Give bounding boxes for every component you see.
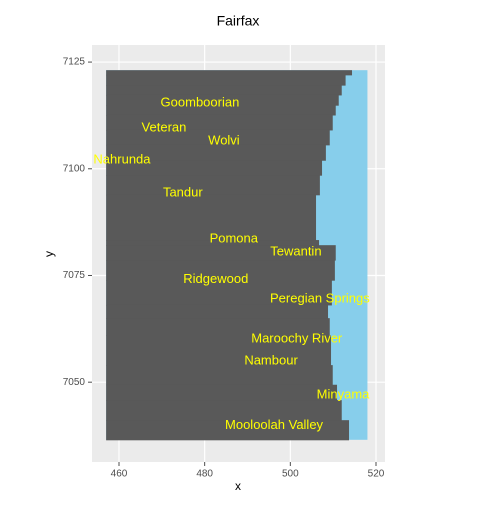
place-label: Pomona — [210, 231, 259, 246]
place-label: Veteran — [142, 120, 187, 135]
x-tick-label: 480 — [196, 469, 213, 480]
y-tick-label: 7050 — [63, 377, 86, 388]
land-strip — [106, 160, 323, 176]
chart-title: Fairfax — [217, 13, 260, 29]
land-strip — [106, 318, 330, 336]
land-strip — [106, 194, 317, 241]
land-strip — [106, 74, 346, 86]
land-strip — [106, 260, 335, 281]
land-strip — [106, 70, 353, 76]
land-strip — [106, 94, 339, 106]
place-label: Tandur — [163, 185, 203, 200]
place-label: Mooloolah Valley — [225, 417, 324, 432]
x-tick-label: 460 — [111, 469, 128, 480]
land-strip — [106, 245, 336, 261]
y-tick-label: 7125 — [63, 57, 86, 68]
land-strip — [106, 105, 336, 116]
place-label: Minyama — [317, 386, 371, 401]
land-strip — [106, 114, 333, 131]
x-axis-label: x — [235, 479, 241, 493]
y-tick-label: 7100 — [63, 163, 86, 174]
land-strip — [106, 335, 332, 366]
land-strip — [106, 304, 329, 319]
land-strip — [106, 240, 320, 246]
land-strip — [106, 365, 333, 386]
place-label: Peregian Springs — [270, 290, 370, 305]
land-strip — [106, 85, 342, 96]
land-strip — [106, 175, 320, 196]
land-strip — [106, 400, 342, 421]
place-label: Ridgewood — [183, 271, 248, 286]
x-tick-label: 500 — [282, 469, 299, 480]
x-tick-label: 520 — [368, 469, 385, 480]
land-strip — [106, 384, 338, 401]
y-tick-label: 7075 — [63, 270, 86, 281]
place-label: Wolvi — [208, 132, 240, 147]
place-label: Maroochy River — [251, 331, 343, 346]
y-axis-label: y — [42, 251, 56, 257]
land-strip — [106, 420, 350, 441]
land-strip — [106, 280, 332, 306]
place-label: Nahrunda — [93, 152, 151, 167]
place-label: Nambour — [244, 352, 298, 367]
place-label: Tewantin — [270, 243, 321, 258]
land-strip — [106, 129, 330, 146]
place-label: Goomboorian — [161, 94, 240, 109]
land-strip — [106, 144, 326, 161]
